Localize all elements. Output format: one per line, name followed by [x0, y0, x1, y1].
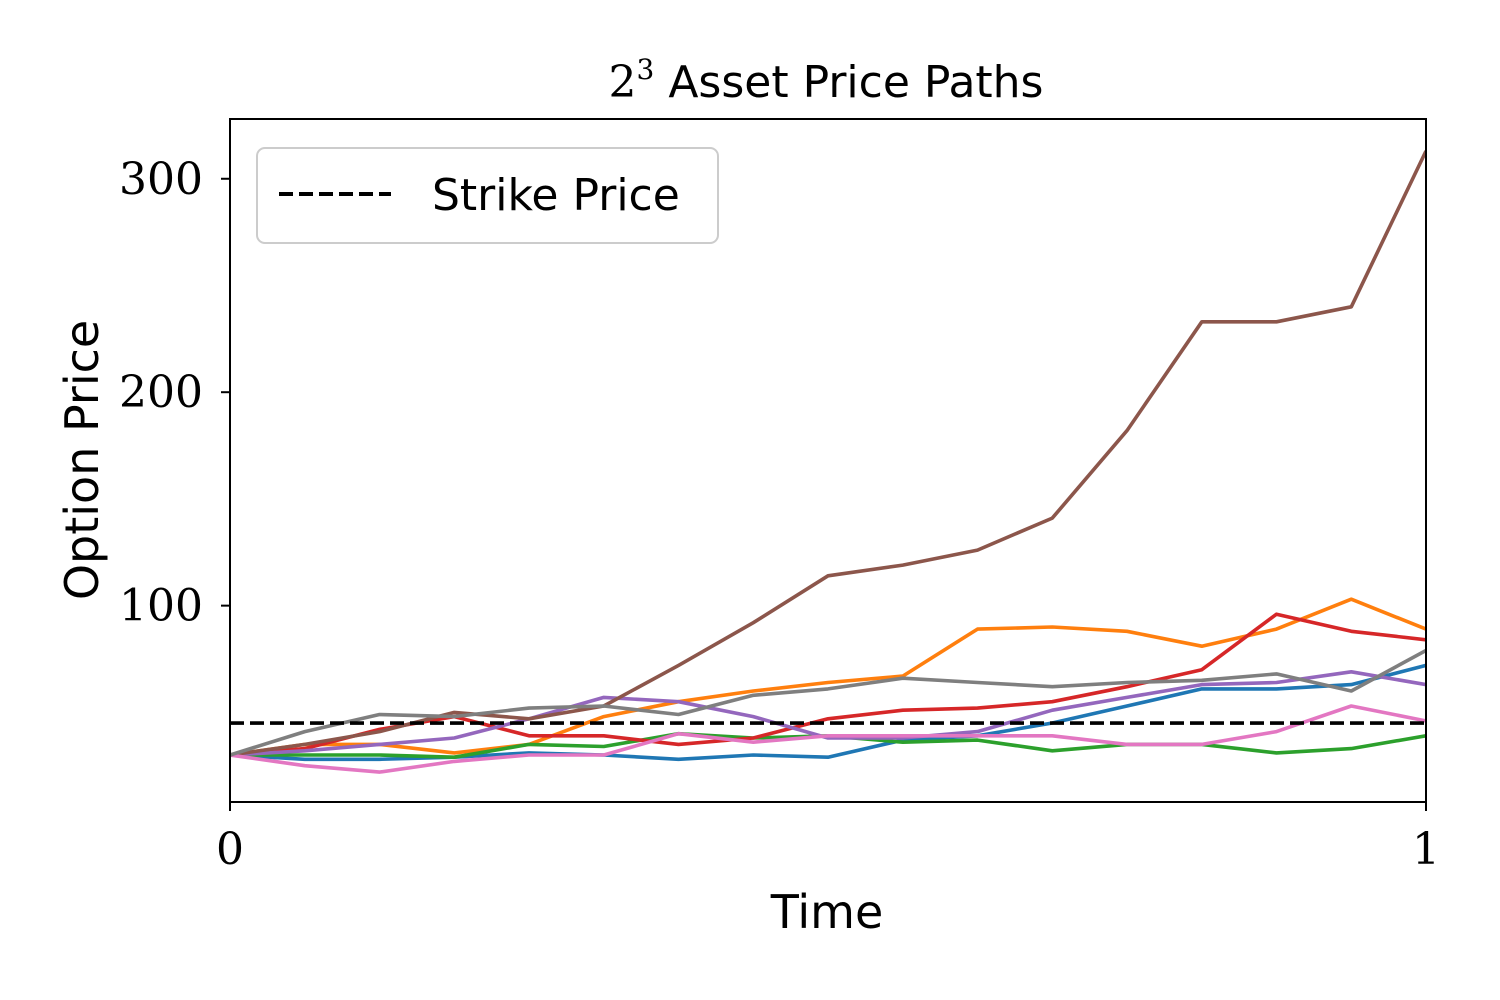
legend-strike-label: Strike Price	[432, 170, 680, 221]
x-axis-label: Time	[770, 885, 884, 939]
x-tick-label-1: 1	[1412, 824, 1440, 875]
path-series-6	[230, 150, 1426, 757]
title-exponent: 3	[637, 53, 655, 86]
title-base: 2	[609, 57, 637, 108]
legend-box	[256, 147, 719, 244]
path-series-2	[230, 597, 1426, 757]
x-tick-label-0: 0	[216, 824, 244, 875]
y-tick-label-1: 200	[119, 367, 203, 418]
path-series-7	[230, 704, 1426, 774]
y-axis-label: Option Price	[55, 320, 109, 600]
path-series-5	[230, 669, 1426, 757]
axes-frame	[229, 118, 1427, 803]
y-tick-label-0: 100	[119, 581, 203, 632]
legend: Strike Price	[256, 147, 719, 244]
path-series-8	[230, 648, 1426, 757]
y-tick-label-2: 300	[119, 154, 203, 205]
path-series-1	[230, 663, 1426, 762]
plot-lines	[230, 150, 1426, 774]
ticks-layer: 0 1 100 200 300	[119, 154, 1440, 875]
title-rest: Asset Price Paths	[654, 57, 1043, 108]
chart-title: 23 Asset Price Paths	[609, 53, 1044, 108]
path-series-4	[230, 612, 1426, 757]
